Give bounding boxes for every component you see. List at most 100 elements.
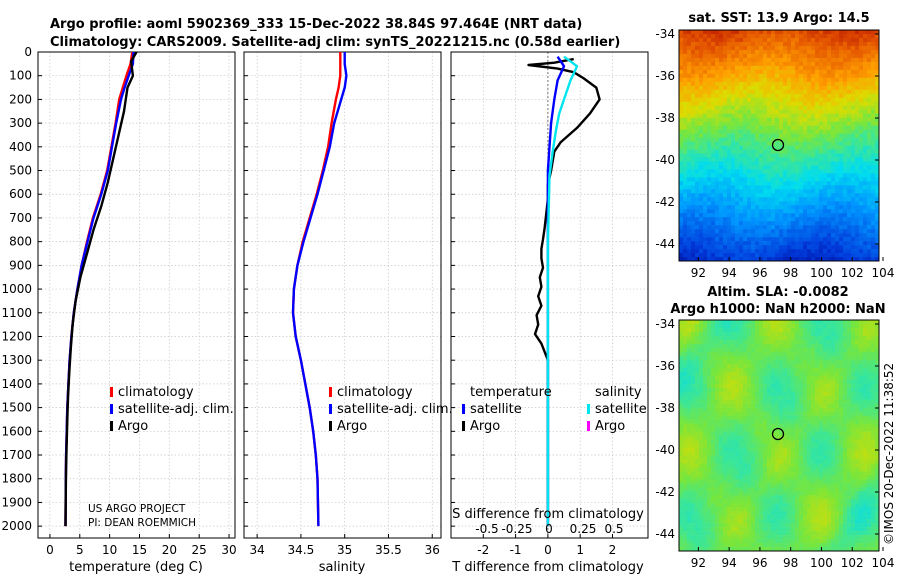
map-cell: [795, 407, 800, 412]
map-cell: [847, 165, 852, 170]
map-cell: [747, 355, 752, 361]
map-cell: [763, 165, 768, 170]
map-cell: [867, 165, 872, 170]
y-tick-label-800: 800: [9, 235, 32, 249]
map-cell: [835, 77, 840, 83]
map-cell: [739, 93, 744, 98]
map-cell: [863, 419, 868, 424]
map-cell: [871, 81, 876, 87]
map-cell: [779, 403, 784, 408]
map-cell: [771, 221, 776, 226]
map-cell: [719, 399, 724, 404]
map-cell: [723, 257, 728, 262]
map-cell: [819, 205, 824, 210]
map-cell: [771, 415, 776, 420]
map-cell: [767, 45, 772, 51]
map-cell: [823, 237, 828, 242]
map-cell: [775, 53, 780, 59]
map-cell: [727, 245, 732, 250]
map-cell: [775, 379, 780, 385]
map-cell: [683, 57, 688, 63]
map-cell: [719, 65, 724, 71]
map-cell: [847, 335, 852, 341]
map-cell: [803, 89, 808, 95]
map-cell: [807, 105, 812, 110]
map-cell: [831, 427, 836, 432]
map-cell: [871, 375, 876, 381]
map-cell: [819, 371, 824, 377]
map-cell: [759, 121, 764, 126]
map-cell: [847, 125, 852, 130]
map-cell: [699, 415, 704, 420]
map-cell: [867, 351, 872, 357]
map-cell: [751, 245, 756, 250]
map-cell: [803, 161, 808, 166]
map-cell: [711, 391, 716, 396]
map-cell: [787, 117, 792, 122]
map-cell: [727, 93, 732, 98]
map-cell: [695, 57, 700, 63]
map-cell: [811, 73, 816, 79]
map-cell: [787, 89, 792, 95]
lon-tick-label: 100: [810, 266, 833, 280]
map-cell: [751, 45, 756, 51]
map-cell: [843, 101, 848, 106]
map-cell: [779, 241, 784, 246]
map-cell: [807, 339, 812, 345]
map-cell: [783, 117, 788, 122]
map-cell: [699, 383, 704, 388]
map-cell: [775, 339, 780, 345]
map-cell: [819, 177, 824, 182]
map-cell: [851, 65, 856, 71]
map-cell: [711, 153, 716, 158]
map-cell: [779, 213, 784, 218]
map-cell: [691, 455, 696, 460]
map-cell: [819, 45, 824, 51]
map-cell: [875, 97, 880, 102]
map-cell: [691, 101, 696, 106]
map-cell: [735, 423, 740, 428]
map-cell: [723, 439, 728, 444]
map-cell: [687, 355, 692, 361]
map-cell: [787, 375, 792, 381]
map-cell: [711, 133, 716, 138]
map-cell: [687, 257, 692, 262]
map-cell: [703, 37, 708, 43]
map-cell: [855, 217, 860, 222]
map-cell: [831, 145, 836, 150]
map-cell: [767, 407, 772, 412]
map-cell: [699, 451, 704, 456]
map-cell: [875, 133, 880, 138]
map-cell: [727, 395, 732, 400]
map-cell: [755, 193, 760, 198]
map-cell: [691, 411, 696, 416]
map-cell: [695, 65, 700, 71]
map-cell: [735, 93, 740, 98]
map-cell: [855, 30, 860, 35]
map-cell: [835, 379, 840, 385]
map-cell: [707, 177, 712, 182]
map-cell: [847, 327, 852, 333]
map-cell: [699, 121, 704, 126]
map-cell: [747, 33, 752, 39]
map-cell: [715, 367, 720, 373]
map-cell: [827, 371, 832, 377]
map-cell: [855, 137, 860, 142]
map-cell: [767, 455, 772, 460]
map-cell: [755, 395, 760, 400]
map-cell: [731, 133, 736, 138]
map-cell: [727, 347, 732, 353]
map-cell: [831, 101, 836, 106]
map-cell: [827, 97, 832, 102]
map-cell: [755, 343, 760, 349]
map-cell: [767, 347, 772, 353]
map-cell: [683, 45, 688, 51]
map-cell: [691, 415, 696, 420]
map-cell: [735, 109, 740, 114]
map-cell: [835, 197, 840, 202]
map-cell: [851, 57, 856, 63]
map-cell: [747, 189, 752, 194]
map-cell: [863, 65, 868, 71]
map-cell: [723, 73, 728, 79]
map-cell: [735, 133, 740, 138]
